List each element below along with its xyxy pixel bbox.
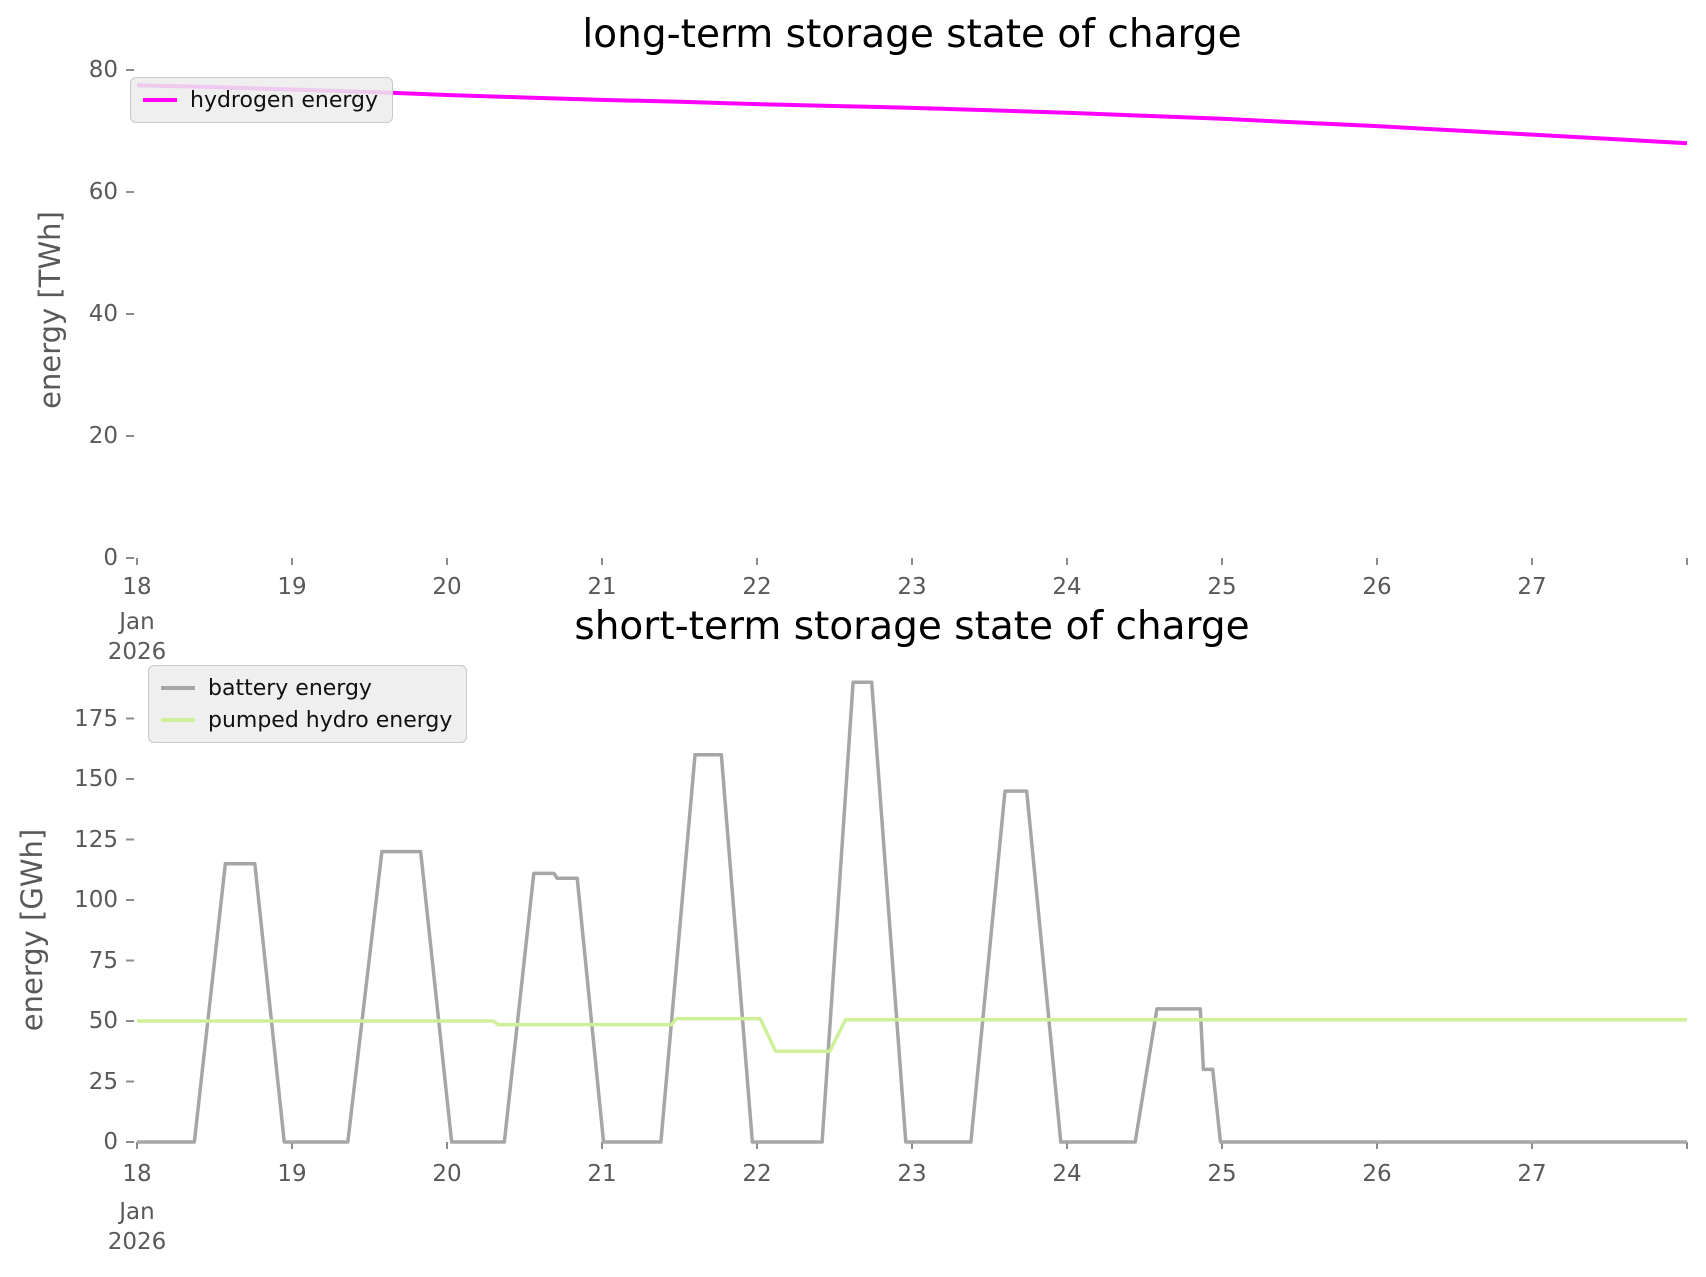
bottom-chart-xoffset-month: Jan [119,1199,155,1225]
x-tick-label: 26 [1362,1161,1392,1187]
y-tick-label: 80 [88,57,118,83]
x-tick-label: 18 [122,574,152,600]
x-tick-label: 22 [742,574,772,600]
y-tick-label: 60 [88,179,118,205]
legend-entry-battery: battery energy [161,672,452,704]
top-chart-legend: hydrogen energy [130,77,394,123]
y-tick-label: 20 [88,423,118,449]
battery-energy-line-sample [161,686,195,690]
x-tick-label: 20 [432,1161,462,1187]
y-tick-label: 0 [103,545,118,571]
bottom-chart-legend: battery energy pumped hydro energy [148,665,468,743]
bottom-chart-ylabel: energy [GWh] [15,828,49,1032]
x-tick-label: 22 [742,1161,772,1187]
y-tick-label: 100 [74,887,118,913]
hydrogen-energy-line-sample [143,98,177,102]
y-tick-label: 0 [103,1129,118,1155]
x-tick-label: 19 [277,1161,307,1187]
x-tick-label: 26 [1362,574,1392,600]
x-tick-label: 27 [1517,1161,1547,1187]
top-chart-title: long-term storage state of charge [582,12,1242,57]
x-tick-label: 23 [897,1161,927,1187]
y-tick-label: 150 [74,766,118,792]
x-tick-label: 19 [277,574,307,600]
y-tick-label: 75 [88,947,118,974]
top-chart-xoffset-month: Jan [119,609,155,635]
pumped-hydro-energy-line [137,1016,1687,1053]
top-chart-xoffset-year: 2026 [107,639,167,665]
legend-entry-pumped-hydro: pumped hydro energy [161,704,452,736]
x-tick-label: 21 [587,1161,617,1187]
battery-energy-line [137,680,1687,1144]
x-tick-label: 25 [1207,574,1237,600]
x-tick-label: 27 [1517,574,1547,600]
hydrogen-energy-line [136,83,1688,146]
x-tick-label: 20 [432,574,462,600]
pumped-hydro-energy-line-sample [161,718,195,722]
x-tick-label: 24 [1052,1161,1082,1187]
x-tick-label: 25 [1207,1161,1237,1187]
y-tick-label: 50 [88,1008,118,1034]
legend-entry-hydrogen: hydrogen energy [143,84,378,116]
y-tick-label: 125 [74,826,118,853]
y-tick-label: 25 [88,1068,118,1095]
x-tick-label: 23 [897,574,927,600]
legend-label: hydrogen energy [190,87,379,113]
x-tick-label: 18 [122,1161,152,1187]
bottom-chart-xoffset-year: 2026 [107,1229,167,1255]
y-tick-label: 40 [88,301,118,327]
bottom-chart-title: short-term storage state of charge [574,604,1250,649]
legend-label: battery energy [208,675,372,701]
x-tick-label: 24 [1052,574,1082,600]
y-tick-label: 175 [74,705,118,732]
legend-label: pumped hydro energy [208,707,453,733]
x-tick-label: 21 [587,574,617,600]
